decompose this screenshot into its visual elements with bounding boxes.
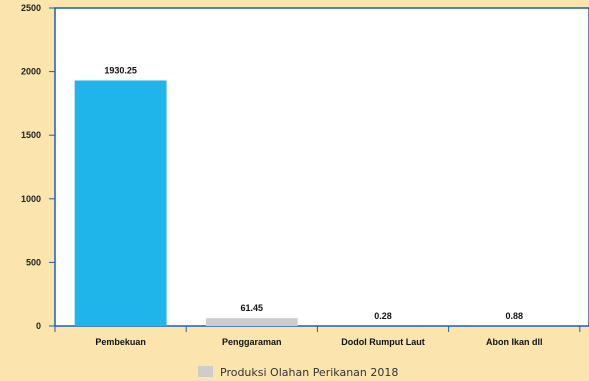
bar[interactable]	[205, 318, 298, 326]
y-tick-label: 2000	[21, 67, 41, 77]
y-tick-label: 500	[26, 257, 41, 267]
y-tick-label: 0	[36, 321, 41, 331]
legend[interactable]: Produksi Olahan Perikanan 2018	[198, 366, 398, 379]
data-label: 0.88	[505, 311, 523, 321]
x-tick-label: Abon Ikan dll	[486, 337, 543, 347]
y-tick-label: 1500	[21, 130, 41, 140]
data-label: 1930.25	[104, 65, 137, 75]
x-axis: Pembekuan Penggaraman Dodol Rumput Laut Abo…	[54, 326, 581, 347]
y-tick-label: 1000	[21, 194, 41, 204]
legend-label: Produksi Olahan Perikanan 2018	[220, 366, 398, 379]
bar[interactable]	[74, 80, 167, 326]
legend-swatch	[198, 366, 213, 377]
x-tick-label: Dodol Rumput Laut	[341, 337, 424, 347]
x-tick-label: Pembekuan	[95, 337, 146, 347]
data-labels: 1930.25 61.45 0.28 0.88	[104, 65, 523, 320]
bar-series	[74, 80, 561, 326]
data-label: 0.28	[374, 311, 392, 321]
y-tick-label: 2500	[21, 3, 41, 13]
data-label: 61.45	[241, 303, 264, 313]
y-axis: 0 500 1000 1500 2000 2500	[21, 3, 55, 331]
x-tick-label: Penggaraman	[222, 337, 282, 347]
